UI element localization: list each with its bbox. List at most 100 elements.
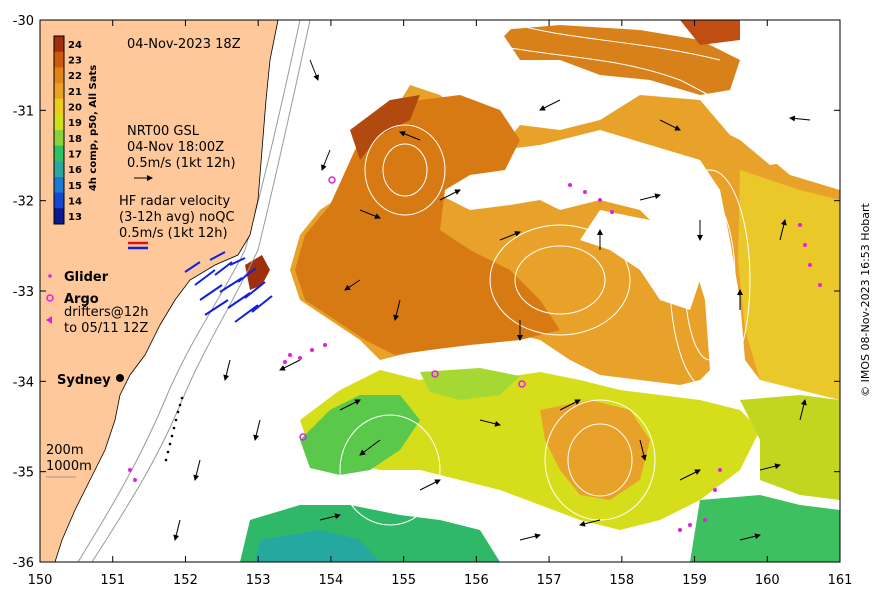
drifter-point — [803, 243, 807, 247]
sst-warm-core — [295, 95, 560, 355]
colorbar-swatch — [54, 98, 64, 115]
sst-hot-edge — [350, 95, 420, 160]
colorbar-tick-label: 15 — [68, 181, 82, 192]
drifter-point — [718, 468, 722, 472]
gsl-arrow — [359, 439, 381, 456]
sst-east-yellow — [738, 170, 840, 400]
contour-eddy-north-2 — [382, 143, 428, 197]
y-axis: -30 -31 -32 -33 -34 -35 -36 — [13, 14, 840, 571]
gsl-arrow — [519, 533, 541, 541]
gsl-arrow — [321, 149, 331, 171]
gsl-arrow — [579, 519, 601, 527]
contour-eddy-south-2 — [567, 423, 633, 497]
hf-vector — [227, 292, 251, 309]
legend-gsl-time: 04-Nov 18:00Z — [127, 140, 224, 155]
legend-drifters-1: drifters@12h — [64, 305, 149, 320]
gsl-arrow — [679, 469, 701, 481]
y-tick-label: -35 — [13, 466, 34, 481]
colorbar-title: 4h comp, p50, All Sats — [88, 65, 99, 191]
y-tick-label: -34 — [13, 375, 34, 390]
colorbar-swatch — [54, 67, 64, 84]
drifter-point — [568, 183, 572, 187]
glider-track — [164, 396, 184, 462]
legend-depth-1000: 1000m — [46, 459, 92, 474]
contour-eddy-sw-1 — [339, 414, 441, 526]
drifter-point — [128, 468, 132, 472]
x-tick-label: 154 — [318, 573, 343, 588]
sst-orange-south — [540, 400, 650, 500]
argo-float — [431, 370, 439, 378]
x-tick-label: 161 — [828, 573, 853, 588]
contour-eddy-central-2 — [514, 245, 606, 315]
gsl-arrow — [399, 131, 421, 141]
gsl-arrows — [173, 59, 811, 541]
legend-argo-marker — [46, 294, 54, 302]
x-tick-label: 156 — [464, 573, 489, 588]
gsl-arrow — [659, 119, 681, 131]
gsl-arrow — [309, 59, 319, 81]
drifter-point — [323, 343, 327, 347]
x-tick-label: 157 — [537, 573, 562, 588]
gsl-arrow — [559, 399, 581, 411]
legend-hf-note: (3-12h avg) noQC — [119, 210, 235, 225]
gsl-arrow — [539, 99, 561, 111]
drifter-point — [703, 518, 707, 522]
sydney-marker — [116, 374, 124, 382]
gsl-arrow — [499, 231, 521, 241]
gsl-arrow — [779, 219, 787, 241]
gsl-arrow — [799, 399, 807, 421]
gsl-arrow — [639, 193, 661, 201]
y-tick-label: -30 — [13, 14, 34, 29]
x-axis: 150 151 152 153 154 155 156 157 158 159 160 161 — [28, 20, 853, 588]
drifter-point — [283, 360, 287, 364]
colorbar-tick-label: 23 — [68, 56, 82, 67]
hf-radar-vectors — [184, 251, 273, 323]
gsl-arrow — [339, 399, 361, 411]
sst-teal-sw — [255, 530, 380, 562]
drifter-point — [288, 353, 292, 357]
x-tick-label: 152 — [173, 573, 198, 588]
colorbar-tick-label: 21 — [68, 87, 82, 98]
contour-eddy-central-1 — [489, 224, 631, 336]
drifter-point — [713, 488, 717, 492]
x-tick-label: 159 — [682, 573, 707, 588]
gsl-arrow — [173, 519, 181, 541]
drifter-point — [298, 356, 302, 360]
colorbar-swatch — [54, 51, 64, 68]
legend-hf-scale: 0.5m/s (1kt 12h) — [119, 226, 228, 241]
gsl-arrow — [439, 189, 461, 201]
gsl-arrow — [479, 419, 501, 427]
sst-light-green — [420, 368, 520, 400]
map-timestamp: 04-Nov-2023 18Z — [127, 37, 241, 52]
legend-gsl-title: NRT00 GSL — [127, 124, 200, 139]
legend-gsl-scale: 0.5m/s (1kt 12h) — [127, 156, 236, 171]
colorbar-tick-label: 14 — [68, 197, 82, 208]
hf-vector — [251, 295, 273, 313]
gsl-arrow — [279, 359, 301, 371]
drifter-tracks — [128, 183, 822, 532]
argo-float — [518, 380, 526, 388]
hf-vector — [244, 281, 266, 299]
drifter-point — [808, 263, 812, 267]
gsl-arrow — [193, 459, 201, 481]
legend-hf-title: HF radar velocity — [119, 194, 231, 209]
hf-vector — [237, 267, 257, 283]
contour-east-2 — [684, 199, 736, 361]
gsl-arrow — [344, 279, 361, 291]
ssh-contours — [339, 20, 840, 526]
gsl-arrow — [759, 463, 781, 471]
x-tick-label: 150 — [28, 573, 53, 588]
drifter-point — [598, 198, 602, 202]
legend-glider: Glider — [64, 270, 109, 285]
drifter-point — [678, 528, 682, 532]
colorbar-tick-label: 20 — [68, 103, 82, 114]
cloud-gap-3 — [720, 100, 800, 165]
gsl-arrow — [393, 299, 401, 321]
sst-colorbar: 24 23 22 21 20 19 18 17 16 15 14 13 — [53, 35, 82, 225]
colorbar-tick-label: 22 — [68, 71, 82, 82]
colorbar-swatch — [54, 161, 64, 178]
hf-vector — [234, 304, 259, 323]
gsl-arrow — [789, 115, 811, 122]
drifter-point — [610, 210, 614, 214]
x-tick-label: 160 — [755, 573, 780, 588]
